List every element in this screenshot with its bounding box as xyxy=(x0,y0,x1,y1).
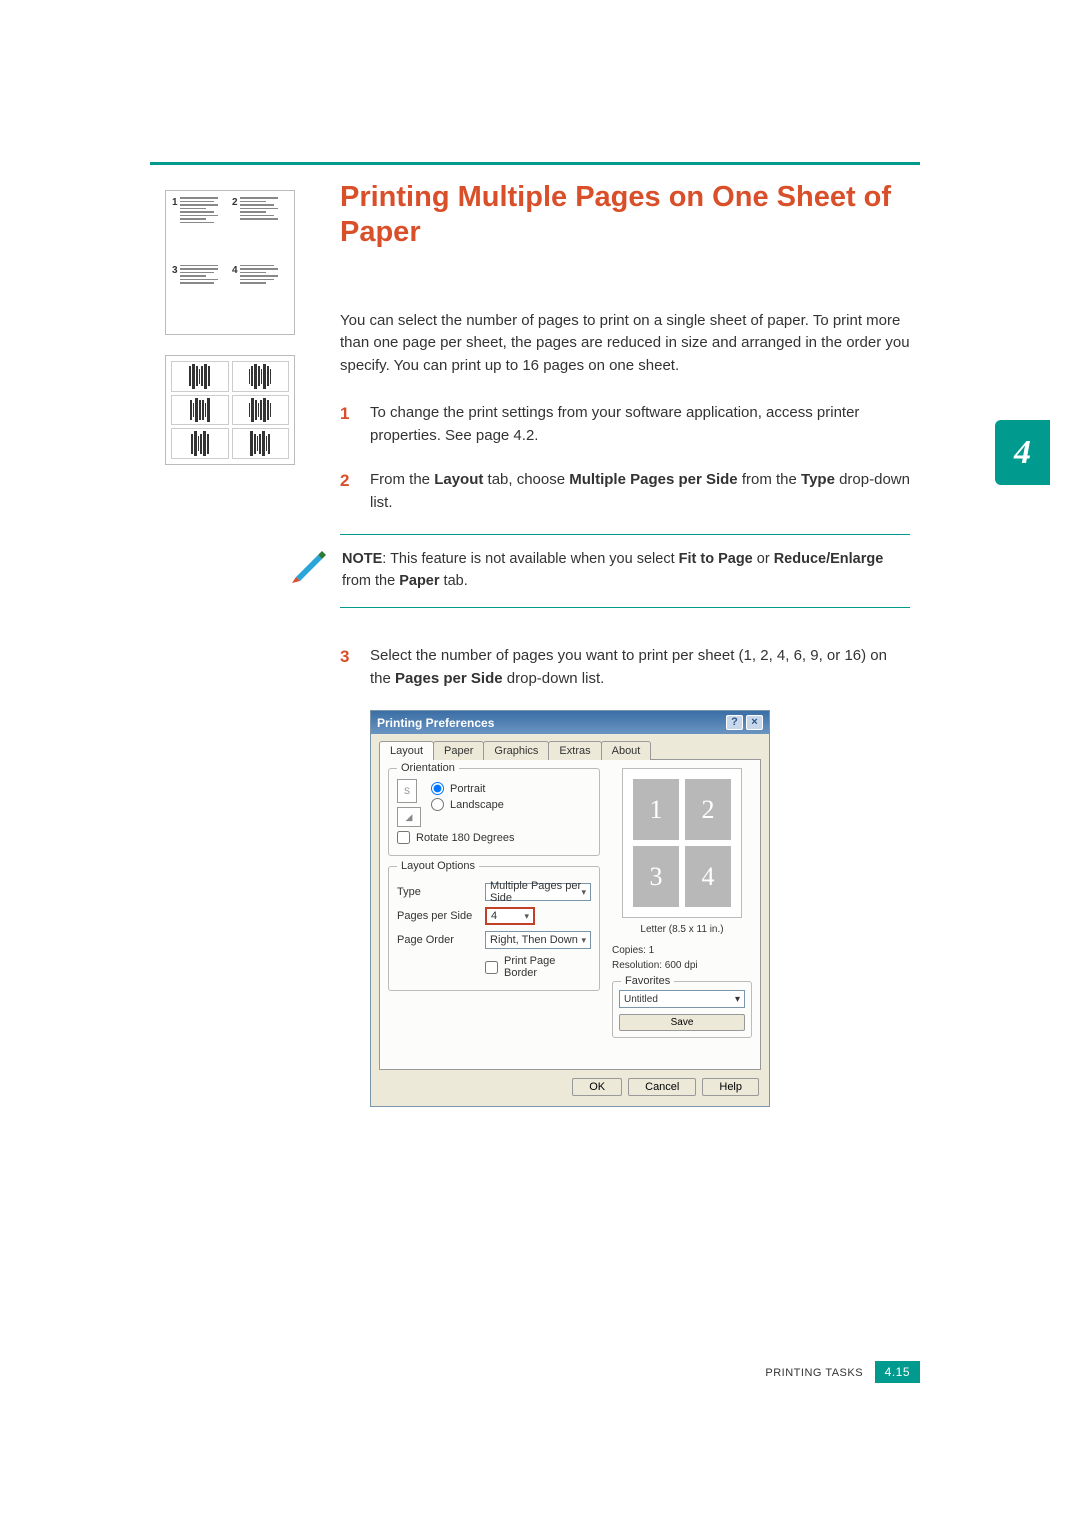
help-button[interactable]: Help xyxy=(702,1078,759,1096)
step-3: 3 Select the number of pages you want to… xyxy=(340,644,910,691)
main-content: Printing Multiple Pages on One Sheet of … xyxy=(340,180,910,1107)
pages-per-side-select[interactable]: 4▾ xyxy=(485,907,535,925)
check-page-border[interactable] xyxy=(485,961,498,974)
orientation-icons: S◢ xyxy=(397,779,421,831)
top-rule xyxy=(150,162,920,165)
radio-portrait[interactable] xyxy=(431,782,444,795)
step-num-1: 1 xyxy=(340,401,349,427)
paper-size-label: Letter (8.5 x 11 in.) xyxy=(612,924,752,935)
note-block: NOTE: This feature is not available when… xyxy=(340,534,910,608)
footer-section: PRINTING TASKS xyxy=(765,1367,863,1379)
tab-extras[interactable]: Extras xyxy=(548,741,601,760)
orientation-group: Orientation S◢ Portrait Landscape Rotate… xyxy=(388,768,600,856)
chapter-tab: 4 xyxy=(995,420,1050,485)
close-icon[interactable]: × xyxy=(746,715,763,730)
intro-text: You can select the number of pages to pr… xyxy=(340,310,910,378)
favorites-group: Favorites Untitled▾ Save xyxy=(612,981,752,1038)
check-rotate180[interactable] xyxy=(397,831,410,844)
tab-graphics[interactable]: Graphics xyxy=(483,741,549,760)
dialog-tabs: Layout Paper Graphics Extras About xyxy=(379,740,761,760)
page-title: Printing Multiple Pages on One Sheet of … xyxy=(340,180,910,250)
favorites-save-button[interactable]: Save xyxy=(619,1014,745,1031)
dialog-title: Printing Preferences xyxy=(377,716,494,730)
step-num-3: 3 xyxy=(340,644,349,670)
type-select[interactable]: Multiple Pages per Side▾ xyxy=(485,883,591,901)
chevron-down-icon: ▾ xyxy=(524,911,529,922)
left-illustrations: 1 2 3 4 xyxy=(150,190,310,465)
step-1: 1 To change the print settings from your… xyxy=(340,401,910,448)
radio-landscape[interactable] xyxy=(431,798,444,811)
help-icon[interactable]: ? xyxy=(726,715,743,730)
tab-paper[interactable]: Paper xyxy=(433,741,484,760)
chevron-down-icon: ▾ xyxy=(581,935,586,946)
ok-button[interactable]: OK xyxy=(572,1078,622,1096)
tab-layout[interactable]: Layout xyxy=(379,741,434,760)
step-1-text: To change the print settings from your s… xyxy=(370,404,859,444)
note-text: NOTE: This feature is not available when… xyxy=(342,549,910,593)
dialog-titlebar[interactable]: Printing Preferences ? × xyxy=(371,711,769,734)
chevron-down-icon: ▾ xyxy=(735,994,740,1005)
step-num-2: 2 xyxy=(340,468,349,494)
thumb-barcodes xyxy=(165,355,295,465)
page-preview: 1 2 3 4 xyxy=(622,768,742,918)
page-order-select[interactable]: Right, Then Down▾ xyxy=(485,931,591,949)
layout-options-group: Layout Options Type Multiple Pages per S… xyxy=(388,866,600,991)
printing-preferences-dialog: Printing Preferences ? × Layout Paper Gr… xyxy=(370,710,770,1107)
thumb-4up-pages: 1 2 3 4 xyxy=(165,190,295,335)
footer-page-number: 4.15 xyxy=(875,1361,920,1383)
chevron-down-icon: ▾ xyxy=(581,887,586,898)
note-icon xyxy=(290,547,328,585)
preview-info: Copies: 1 Resolution: 600 dpi xyxy=(612,943,752,973)
page-footer: PRINTING TASKS 4.15 xyxy=(0,1361,1080,1383)
cancel-button[interactable]: Cancel xyxy=(628,1078,696,1096)
favorites-select[interactable]: Untitled▾ xyxy=(619,990,745,1008)
step-2: 2 From the Layout tab, choose Multiple P… xyxy=(340,468,910,515)
tab-about[interactable]: About xyxy=(601,741,652,760)
